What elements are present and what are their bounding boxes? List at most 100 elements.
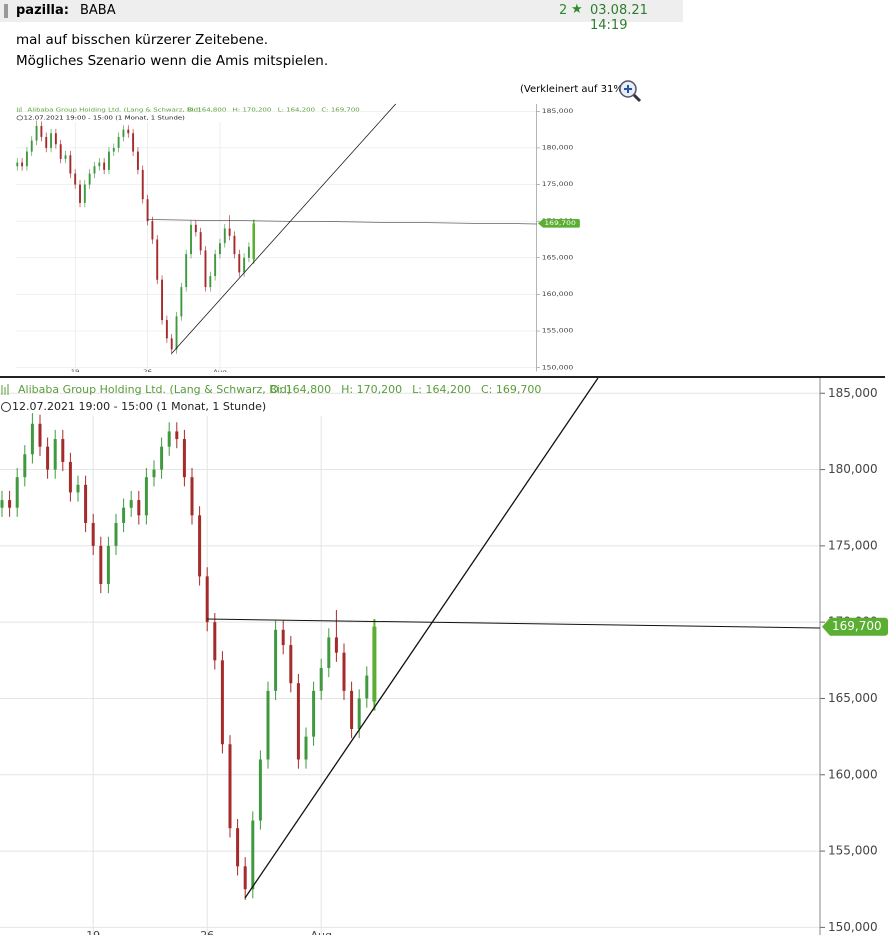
candle-body xyxy=(167,431,171,447)
candle-body xyxy=(243,866,247,890)
candle-body xyxy=(132,133,135,152)
chart-subtitle: 12.07.2021 19:00 - 15:00 (1 Monat, 1 Stu… xyxy=(12,400,266,413)
candle-body xyxy=(198,515,202,577)
x-tick-label: Aug xyxy=(310,929,331,935)
candle-body xyxy=(228,228,231,236)
resistance-line xyxy=(147,219,537,225)
candle-body xyxy=(84,484,88,523)
candle-body xyxy=(99,545,103,585)
chart-icon xyxy=(1,384,9,395)
candle-body xyxy=(127,129,130,134)
candle-body xyxy=(304,736,308,760)
ohlc-label: H: 170,200 xyxy=(341,383,402,396)
ohlc-label: L: 164,200 xyxy=(278,107,315,113)
candle-body xyxy=(98,162,101,167)
candle-body xyxy=(103,162,106,170)
topic[interactable]: BABA xyxy=(80,3,116,18)
candle-body xyxy=(214,254,217,277)
candle-body xyxy=(76,484,80,493)
candle-body xyxy=(182,439,186,478)
clock-icon xyxy=(1,402,11,412)
body-line: Mögliches Szenario wenn die Amis mitspie… xyxy=(16,53,329,69)
candle-body xyxy=(327,637,331,668)
candle-body xyxy=(199,232,202,251)
candle-body xyxy=(156,239,159,280)
zoom-icon[interactable] xyxy=(618,79,642,103)
candle-body xyxy=(357,698,361,729)
grid xyxy=(0,392,820,935)
candle-body xyxy=(312,690,316,737)
candle-body xyxy=(0,500,4,508)
candle-body xyxy=(88,173,91,185)
candle-body xyxy=(69,155,72,174)
candle-body xyxy=(175,316,178,350)
candle-body xyxy=(15,477,19,508)
candle-body xyxy=(365,675,369,699)
y-tick-label: 165,000 xyxy=(542,254,574,261)
candle-body xyxy=(372,626,377,702)
chart-title: Alibaba Group Holding Ltd. (Lang & Schwa… xyxy=(18,383,291,396)
last-price-label: 169,700 xyxy=(832,619,882,633)
candle-body xyxy=(129,500,133,508)
candle-body xyxy=(25,151,28,167)
last-price-label: 169,700 xyxy=(544,220,576,227)
candle-body xyxy=(219,243,221,255)
ohlc-label: O: 164,800 xyxy=(187,107,226,113)
candle-body xyxy=(175,431,179,440)
candle-body xyxy=(106,545,110,585)
candle-body xyxy=(16,162,19,167)
chart: Alibaba Group Holding Ltd. (Lang & Schwa… xyxy=(0,376,888,935)
ohlc-label: C: 169,700 xyxy=(481,383,541,396)
candle-body xyxy=(45,136,48,148)
candle-body xyxy=(8,500,12,508)
candle-body xyxy=(151,221,154,240)
chart-thumbnail[interactable]: Alibaba Group Holding Ltd. (Lang & Schwa… xyxy=(0,100,600,372)
last-price-tag xyxy=(537,219,580,228)
candle-body xyxy=(289,645,293,684)
star-icon[interactable]: ★ xyxy=(571,2,583,17)
ohlc-label: L: 164,200 xyxy=(412,383,471,396)
candle-body xyxy=(40,125,43,137)
trend-line xyxy=(244,377,599,899)
candle-body xyxy=(50,133,53,148)
x-tick-label: Aug xyxy=(213,369,227,372)
candle-body xyxy=(281,629,285,646)
plot: Alibaba Group Holding Ltd. (Lang & Schwa… xyxy=(16,103,580,372)
candle-body xyxy=(205,576,209,623)
chart-subtitle: 12.07.2021 19:00 - 15:00 (1 Monat, 1 Stu… xyxy=(24,115,185,121)
ohlc-label: O: 164,800 xyxy=(270,383,331,396)
candle-body xyxy=(38,423,42,447)
zoom-note: (Verkleinert auf 31%) xyxy=(520,84,627,95)
candle-body xyxy=(30,423,34,455)
x-tick-label: 26 xyxy=(143,369,152,372)
trend-line xyxy=(171,103,397,354)
post-date: 03.08.21 14:19 xyxy=(590,3,648,33)
y-tick-label: 180,000 xyxy=(828,462,878,476)
candle-body xyxy=(160,446,164,470)
candle-body xyxy=(180,287,183,317)
candle-body xyxy=(194,224,197,233)
x-tick-label: 19 xyxy=(86,929,100,935)
ohlc-label: H: 170,200 xyxy=(233,107,272,113)
candle-body xyxy=(91,522,95,546)
candle-body xyxy=(185,254,188,288)
candle-body xyxy=(137,500,141,516)
resistance-line xyxy=(206,618,821,629)
y-tick-label: 175,000 xyxy=(828,538,878,552)
candle-body xyxy=(223,228,226,244)
candle-body xyxy=(190,224,192,255)
candle-body xyxy=(342,652,346,691)
y-tick-label: 150,000 xyxy=(542,364,574,371)
candle-body xyxy=(144,477,148,516)
y-tick-label: 160,000 xyxy=(828,767,878,781)
candle-body xyxy=(74,173,77,185)
user-name[interactable]: pazilla: xyxy=(16,3,69,18)
candle-body xyxy=(68,461,72,493)
chart-title: Alibaba Group Holding Ltd. (Lang & Schwa… xyxy=(27,107,200,113)
candle-body xyxy=(209,276,212,288)
y-tick-label: 150,000 xyxy=(828,920,878,934)
candle-body xyxy=(204,250,207,288)
candle-body xyxy=(233,235,236,255)
candle-body xyxy=(165,320,168,339)
ohlc-label: C: 169,700 xyxy=(321,107,359,113)
